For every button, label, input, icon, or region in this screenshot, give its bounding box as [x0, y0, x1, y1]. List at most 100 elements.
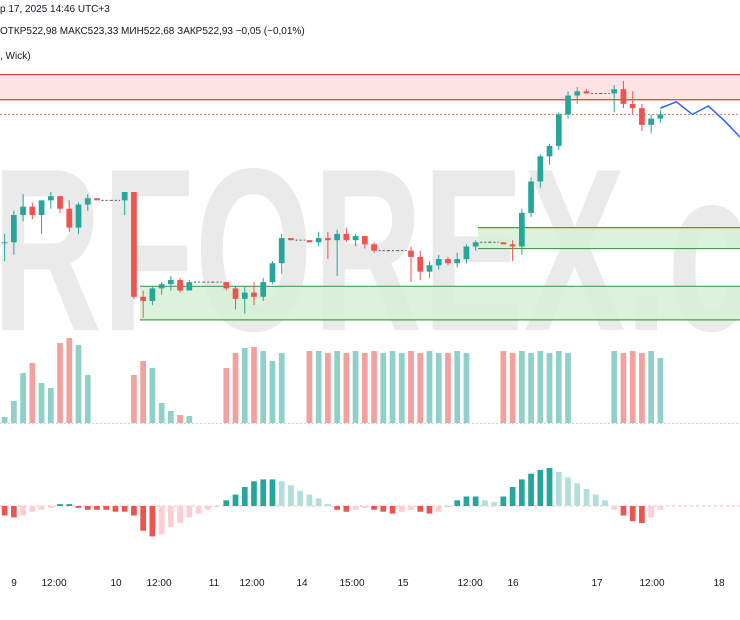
- candle-body: [408, 250, 414, 257]
- candle-body: [1, 242, 8, 244]
- candle-body: [66, 208, 73, 228]
- volume-bar: [528, 353, 534, 423]
- candle-body: [565, 95, 571, 115]
- candle-body: [343, 233, 350, 241]
- oscillator-bar: [94, 506, 100, 510]
- oscillator-bar: [518, 479, 525, 506]
- time-axis-label: 16: [507, 578, 519, 589]
- candle-body: [121, 191, 128, 201]
- time-axis-label: 9: [11, 578, 17, 589]
- oscillator-bar: [38, 506, 45, 510]
- oscillator-bar: [168, 506, 174, 527]
- volume-bar: [352, 351, 359, 423]
- candle-body: [177, 280, 183, 291]
- oscillator-bar: [528, 473, 534, 506]
- volume-bar: [408, 351, 414, 423]
- volume-bar: [371, 351, 377, 423]
- oscillator-bar: [251, 481, 257, 506]
- volume-bar: [343, 353, 350, 423]
- candle-body: [454, 259, 461, 264]
- oscillator-bar: [103, 506, 110, 510]
- oscillator-bar: [482, 500, 488, 506]
- time-axis-label: 12:00: [239, 578, 264, 589]
- oscillator-bar: [214, 506, 220, 507]
- candle-body: [20, 206, 26, 216]
- oscillator-bar: [583, 488, 590, 506]
- candle-body: [435, 259, 442, 266]
- candle-body: [537, 156, 544, 182]
- candle-body: [168, 280, 174, 285]
- oscillator-bar: [389, 506, 396, 514]
- volume-bar: [66, 338, 73, 423]
- volume-bar: [57, 343, 63, 423]
- volume-bar: [232, 353, 239, 423]
- time-axis-label: 17: [591, 578, 603, 589]
- volume-bar: [306, 351, 313, 423]
- volume-bar: [537, 351, 544, 423]
- oscillator-bar: [417, 506, 424, 512]
- forecast-layer: [660, 100, 740, 138]
- oscillator-bar: [223, 500, 230, 506]
- volume-bar: [29, 363, 36, 423]
- oscillator-bar: [112, 506, 119, 512]
- ohlc-readout: ОТКР522,98 МАКС523,33 МИН522,68 ЗАКР522,…: [0, 26, 305, 37]
- candle-body: [361, 235, 368, 245]
- oscillator-bar: [629, 506, 636, 522]
- volume-bar: [611, 351, 618, 423]
- volume-bar: [620, 353, 627, 423]
- volume-bar: [131, 375, 137, 423]
- time-axis-label: 18: [713, 578, 725, 589]
- candle-body: [223, 282, 230, 289]
- volume-bar: [325, 353, 331, 423]
- oscillator-bar: [602, 500, 608, 506]
- oscillator-bar: [269, 479, 276, 506]
- oscillator-bar: [84, 506, 91, 510]
- time-axis[interactable]: 9 12:00 10 12:00 11 12:00 14 15:00 15 12:00 16 17 12…: [11, 578, 725, 589]
- zone-demand-2: [140, 286, 740, 320]
- candle-body: [38, 200, 45, 216]
- candle-body: [426, 265, 433, 272]
- candle-body: [509, 244, 516, 247]
- candle-body: [269, 263, 276, 283]
- oscillator-bar: [408, 506, 414, 510]
- volume-bar: [518, 351, 525, 423]
- candle-body: [371, 244, 377, 251]
- volume-bar: [168, 411, 174, 423]
- oscillator-bar: [435, 506, 442, 512]
- candle-body: [620, 89, 627, 104]
- volume-bar: [509, 353, 516, 423]
- oscillator-bar: [611, 506, 618, 510]
- oscillator-bar: [380, 506, 387, 512]
- oscillator-bar: [75, 506, 82, 508]
- candle-body: [278, 238, 285, 264]
- time-axis-label: 12:00: [457, 578, 482, 589]
- candle-body: [463, 246, 470, 260]
- oscillator-bar: [66, 504, 73, 506]
- zone-supply-0: [0, 74, 740, 100]
- volume-bar: [435, 353, 442, 423]
- candle-body: [574, 91, 581, 96]
- candle-body: [518, 212, 525, 247]
- volume-bar: [75, 345, 82, 423]
- oscillator-bar: [546, 468, 553, 506]
- oscillator-bar: [288, 485, 294, 506]
- volume-bar: [463, 353, 470, 423]
- time-axis-label: 10: [110, 578, 122, 589]
- candles-layer: [1, 80, 664, 318]
- volume-bar: [657, 358, 664, 423]
- oscillator-bar: [260, 479, 267, 506]
- oscillator-bar: [10, 506, 17, 518]
- oscillator-bar: [352, 506, 359, 510]
- oscillator-layer: [0, 468, 740, 537]
- oscillator-bar: [361, 506, 368, 508]
- oscillator-bar: [232, 494, 239, 506]
- oscillator-bar: [648, 506, 655, 518]
- candle-body: [315, 238, 322, 243]
- oscillator-bar: [537, 469, 544, 506]
- forecast-line: [660, 100, 740, 138]
- oscillator-bar: [186, 506, 193, 518]
- volume-bar: [334, 351, 340, 423]
- oscillator-bar: [620, 506, 627, 516]
- oscillator-bar: [592, 494, 599, 506]
